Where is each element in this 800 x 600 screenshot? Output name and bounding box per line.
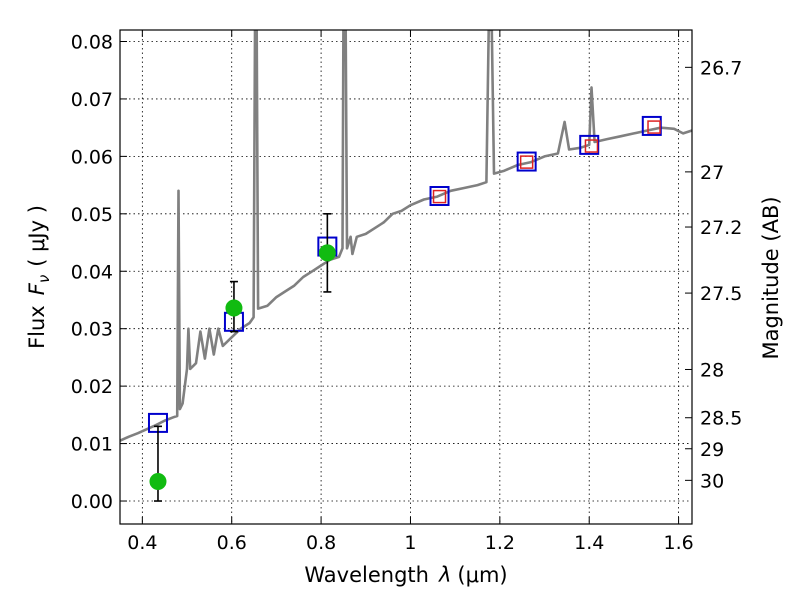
x-tick-label: 0.6 — [217, 532, 247, 554]
y-right-axis-label: Magnitude (AB) — [759, 196, 783, 359]
synthetic-photometry-point — [584, 139, 599, 153]
model-photometry-point — [516, 151, 537, 172]
x-tick-label: 1.2 — [485, 532, 515, 554]
y-tick-label: 0.00 — [71, 491, 113, 513]
x-tick-label: 1.4 — [574, 532, 604, 554]
synthetic-photometry-point — [432, 189, 447, 204]
mag-tick-label: 26.7 — [700, 57, 742, 79]
model-photometry-point — [641, 115, 662, 136]
mag-tick-label: 30 — [700, 470, 724, 492]
x-tick-label: 1 — [404, 532, 416, 554]
synthetic-photometry-point — [647, 120, 661, 134]
mag-tick-label: 27.2 — [700, 217, 742, 239]
model-photometry-point — [429, 186, 450, 207]
y-tick-label: 0.08 — [71, 31, 113, 53]
mag-tick-label: 27.5 — [700, 283, 742, 305]
synthetic-photometry-point — [519, 155, 534, 169]
mag-tick-label: 28 — [700, 359, 724, 381]
spectrum-line — [120, 30, 692, 442]
model-photometry-point — [579, 134, 600, 155]
observed-flux-point — [149, 472, 167, 490]
y-tick-label: 0.06 — [71, 146, 113, 168]
plot-area — [120, 30, 692, 502]
y-tick-label: 0.03 — [71, 319, 113, 341]
observed-flux-point — [225, 299, 243, 317]
y-tick-label: 0.01 — [71, 434, 113, 456]
plot-frame — [119, 29, 693, 525]
observed-flux-point — [318, 244, 336, 262]
x-tick-label: 0.8 — [306, 532, 336, 554]
axis-ticks: 0.4 0.6 0.8 1 1.2 1.4 1.6 0.00 0.01 0.02 0.03 0.04 0… — [71, 30, 742, 554]
y-tick-label: 0.07 — [71, 89, 113, 111]
y-tick-label: 0.04 — [71, 261, 113, 283]
mag-tick-label: 28.5 — [700, 408, 742, 430]
x-tick-label: 1.6 — [663, 532, 693, 554]
grid — [120, 30, 692, 524]
mag-tick-label: 27 — [700, 162, 724, 184]
mag-tick-label: 29 — [700, 439, 724, 461]
y-tick-label: 0.05 — [71, 204, 113, 226]
y-axis-label: FluxFν( μJy ) — [25, 205, 53, 349]
x-axis-label: Wavelength λ (μm) — [304, 563, 507, 587]
x-tick-label: 0.4 — [127, 532, 157, 554]
y-tick-label: 0.02 — [71, 376, 113, 398]
